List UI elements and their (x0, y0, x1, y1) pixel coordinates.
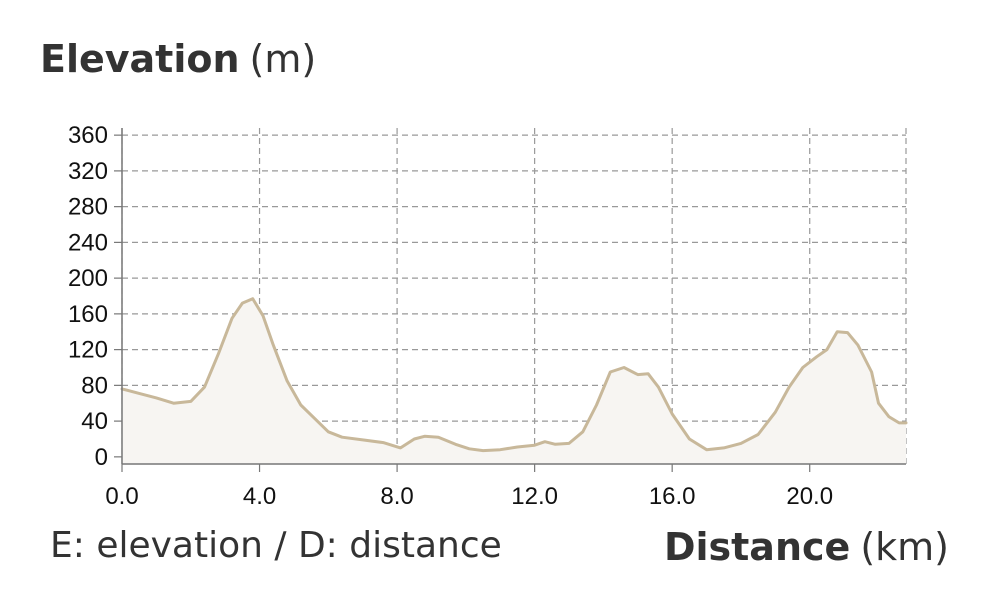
x-axis-title-text: Distance (663, 525, 851, 569)
y-tick-label: 0 (95, 444, 108, 471)
y-tick-label: 160 (68, 301, 108, 328)
axes (121, 128, 906, 465)
elevation-line (120, 297, 908, 453)
y-tick-label: 200 (68, 265, 108, 292)
y-tick-label: 320 (68, 158, 108, 185)
plot-area (120, 297, 908, 464)
x-tick-label: 0.0 (105, 483, 138, 510)
y-tick-label: 360 (68, 122, 108, 149)
x-axis-title-unit: (km) (860, 525, 949, 569)
y-tick-label: 240 (68, 229, 108, 256)
chart-title-text: Elevation (40, 37, 240, 81)
chart-title-unit: (m) (249, 37, 317, 81)
x-tick-label: 12.0 (511, 483, 558, 510)
elevation-area (122, 298, 906, 464)
x-axis-title: Distance (km) (664, 528, 949, 566)
y-axis-ticks: 0 40 80 120 160 200 240 280 320 360 (68, 122, 122, 471)
x-axis-ticks: 0.0 4.0 8.0 12.0 16.0 20.0 (105, 464, 833, 510)
x-tick-label: 4.0 (243, 483, 276, 510)
x-tick-label: 20.0 (786, 483, 833, 510)
x-tick-label: 16.0 (649, 483, 696, 510)
y-tick-label: 280 (68, 194, 108, 221)
legend-note: E: elevation / D: distance (50, 525, 502, 566)
y-tick-label: 40 (81, 408, 108, 435)
y-tick-label: 120 (68, 337, 108, 364)
x-tick-label: 8.0 (380, 483, 413, 510)
y-tick-label: 80 (81, 372, 108, 399)
chart-title: Elevation (m) (40, 40, 316, 78)
